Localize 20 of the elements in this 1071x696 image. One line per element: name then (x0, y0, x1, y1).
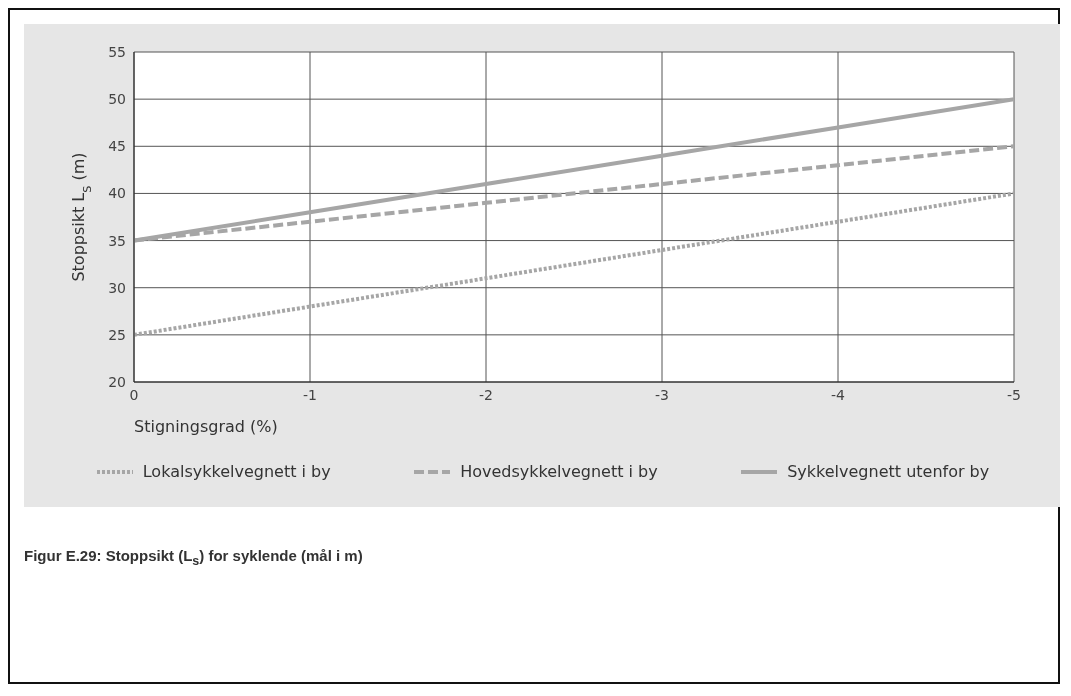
y-tick-label: 20 (108, 373, 126, 390)
x-axis-title: Stigningsgrad (%) (134, 417, 278, 436)
x-tick-label: -4 (831, 386, 846, 403)
y-tick-label: 45 (108, 138, 126, 155)
y-tick-label: 30 (108, 279, 126, 296)
legend-label: Lokalsykkelvegnett i by (142, 462, 331, 481)
y-tick-label: 35 (108, 232, 126, 249)
y-tick-label: 50 (108, 91, 126, 108)
x-tick-label: -5 (1007, 386, 1021, 403)
line-series (134, 191, 1014, 337)
text: Figur E.29: Stoppsikt (L$_{s}$) for syklende (mål i m) (24, 547, 363, 568)
legend-label: Hovedsykkelvegnett i by (460, 462, 658, 481)
x-tick-label: -1 (303, 386, 317, 403)
x-tick-label: -2 (479, 386, 493, 403)
y-tick-label: 25 (108, 326, 126, 343)
y-tick-label: 55 (108, 43, 126, 60)
y-tick-label: 40 (108, 185, 126, 202)
x-tick-label: 0 (129, 386, 139, 403)
x-tick-label: -3 (655, 386, 669, 403)
legend-label: Sykkelvegnett utenfor by (787, 462, 990, 481)
